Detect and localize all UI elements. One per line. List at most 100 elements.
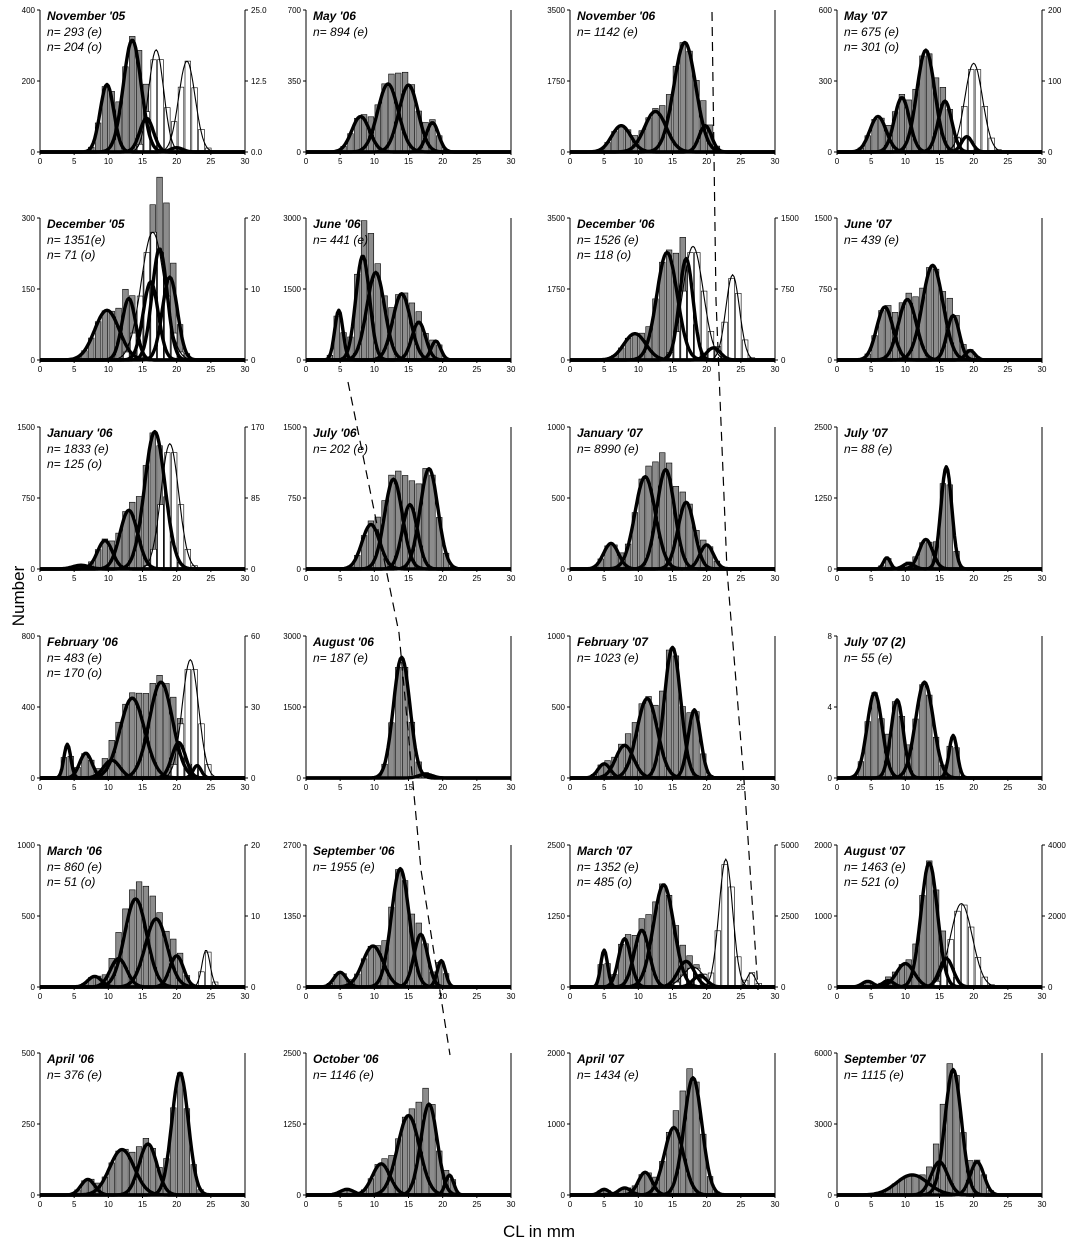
cohort-line-1: [347, 381, 451, 1056]
y-tick-label-june-06: 0: [297, 356, 302, 365]
x-tick-label-march-07: 15: [668, 992, 677, 1001]
x-tick-label-september-06: 20: [438, 992, 447, 1001]
panel-n-may-07-0: n= 675 (e): [844, 25, 899, 39]
panel-n-november-05-1: n= 204 (o): [47, 40, 102, 54]
x-tick-label-june-06: 5: [338, 365, 343, 374]
x-tick-label-august-06: 5: [338, 783, 343, 792]
x-tick-label-april-06: 20: [172, 1200, 181, 1209]
x-tick-label-february-07: 20: [702, 783, 711, 792]
fit-curve-e-april-06-3: [39, 1071, 246, 1197]
y2-tick-label-february-06: 30: [251, 703, 260, 712]
x-tick-label-april-06: 30: [241, 1200, 250, 1209]
fit-curve-e-october-06-3: [305, 1102, 512, 1197]
y-tick-label-march-06: 1000: [17, 841, 35, 850]
fit-curve-e-august-06-1: [305, 772, 512, 780]
x-tick-label-july-06: 25: [472, 574, 481, 583]
x-tick-label-november-06: 20: [702, 157, 711, 166]
x-tick-label-may-07: 30: [1038, 157, 1047, 166]
x-tick-label-september-06: 5: [338, 992, 343, 1001]
panel-title-august-06: August '06: [312, 635, 374, 649]
x-tick-label-november-05: 30: [241, 157, 250, 166]
x-tick-label-january-06: 0: [38, 574, 43, 583]
x-tick-label-december-05: 15: [138, 365, 147, 374]
panel-n-april-06-0: n= 376 (e): [47, 1068, 102, 1082]
panel-n-july-07-0: n= 88 (e): [844, 442, 892, 456]
x-tick-label-may-06: 15: [404, 157, 413, 166]
x-tick-label-april-07: 20: [702, 1200, 711, 1209]
panel-title-december-06: December '06: [577, 217, 655, 231]
x-tick-label-july-07: 15: [935, 574, 944, 583]
x-tick-label-october-06: 15: [404, 1200, 413, 1209]
x-tick-label-july-06: 0: [304, 574, 309, 583]
fit-curve-e-november-06-2: [569, 40, 776, 154]
y-tick-label-november-06: 3500: [547, 6, 565, 15]
y-tick-label-may-07: 300: [819, 77, 833, 86]
x-tick-label-june-06: 30: [507, 365, 516, 374]
x-tick-label-april-06: 5: [72, 1200, 77, 1209]
x-tick-label-april-07: 30: [771, 1200, 780, 1209]
y-tick-label-may-06: 0: [297, 148, 302, 157]
x-tick-label-june-06: 20: [438, 365, 447, 374]
bar-o-november-05: [184, 60, 191, 153]
x-tick-label-november-06: 25: [736, 157, 745, 166]
panel-n-september-07-0: n= 1115 (e): [844, 1068, 904, 1082]
y2-tick-label-december-05: 0: [251, 356, 256, 365]
y-tick-label-november-05: 400: [22, 6, 36, 15]
y2-tick-label-march-06: 10: [251, 912, 260, 921]
y-tick-label-april-07: 1000: [547, 1120, 565, 1129]
y-tick-label-july-07: 1250: [814, 494, 832, 503]
x-tick-label-september-07: 0: [835, 1200, 840, 1209]
panel-title-june-07: June '07: [844, 217, 893, 231]
x-tick-label-september-07: 10: [901, 1200, 910, 1209]
y2-tick-label-january-06: 170: [251, 423, 265, 432]
bar-e-november-06: [618, 125, 625, 153]
panel-n-july-07-2-0: n= 55 (e): [844, 651, 892, 665]
x-tick-label-august-07: 20: [969, 992, 978, 1001]
x-tick-label-january-06: 5: [72, 574, 77, 583]
panel-november-06: 0 5 10 15 20 25 30 0 1750 3500 November '06 n= 1142…: [547, 6, 780, 166]
x-tick-label-february-06: 15: [138, 783, 147, 792]
x-tick-label-february-06: 5: [72, 783, 77, 792]
x-tick-label-february-06: 25: [206, 783, 215, 792]
y2-tick-label-march-06: 20: [251, 841, 260, 850]
x-tick-label-september-07: 30: [1038, 1200, 1047, 1209]
bar-o-december-06: [728, 278, 735, 361]
panel-n-december-06-0: n= 1526 (e): [577, 233, 639, 247]
y2-tick-label-february-06: 60: [251, 632, 260, 641]
panel-n-july-06-0: n= 202 (e): [313, 442, 368, 456]
x-tick-label-july-07: 20: [969, 574, 978, 583]
x-tick-label-march-07: 25: [736, 992, 745, 1001]
x-tick-label-september-06: 10: [370, 992, 379, 1001]
y-tick-label-july-07: 2500: [814, 423, 832, 432]
x-tick-label-december-06: 0: [568, 365, 573, 374]
x-tick-label-september-07: 15: [935, 1200, 944, 1209]
x-tick-label-october-06: 5: [338, 1200, 343, 1209]
panel-n-august-07-0: n= 1463 (e): [844, 860, 906, 874]
panel-title-september-06: September '06: [313, 844, 395, 858]
x-tick-label-june-07: 10: [901, 365, 910, 374]
panel-n-december-06-1: n= 118 (o): [577, 248, 631, 262]
x-tick-label-may-06: 10: [370, 157, 379, 166]
bar-e-september-06: [367, 945, 375, 988]
fit-curve-e-march-06-2: [39, 897, 246, 989]
panel-title-september-07: September '07: [844, 1052, 927, 1066]
y-tick-label-march-07: 1250: [547, 912, 565, 921]
y2-tick-label-march-07: 2500: [781, 912, 799, 921]
panel-title-february-06: February '06: [47, 635, 118, 649]
panel-n-january-07-0: n= 8990 (e): [577, 442, 639, 456]
x-tick-label-may-07: 20: [969, 157, 978, 166]
x-tick-label-january-06: 10: [104, 574, 113, 583]
bar-e-december-06: [631, 332, 639, 361]
y2-tick-label-november-05: 25.0: [251, 6, 267, 15]
y-axis-label: Number: [9, 565, 28, 626]
y-tick-label-may-06: 700: [288, 6, 302, 15]
y-tick-label-september-06: 2700: [283, 841, 301, 850]
x-tick-label-august-07: 30: [1038, 992, 1047, 1001]
panel-n-june-07-0: n= 439 (e): [844, 233, 899, 247]
panel-n-march-07-0: n= 1352 (e): [577, 860, 639, 874]
x-tick-label-january-06: 15: [138, 574, 147, 583]
y-tick-label-march-06: 500: [22, 912, 36, 921]
panel-june-07: 0 5 10 15 20 25 30 0 750 1500 June '07 n= 439 (e): [814, 214, 1047, 374]
x-tick-label-august-06: 25: [472, 783, 481, 792]
